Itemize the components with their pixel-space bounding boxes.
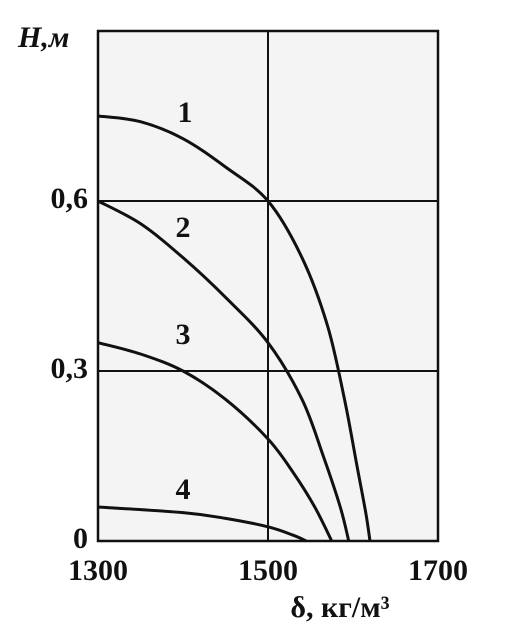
x-tick-label: 1500	[238, 554, 298, 587]
curve-label: 3	[176, 318, 191, 351]
curve	[97, 199, 351, 542]
curve-label: 4	[176, 473, 191, 506]
x-tick-label: 1700	[408, 554, 468, 587]
curve-label: 2	[176, 211, 191, 244]
x-axis-label: δ, кг/м³	[290, 591, 389, 624]
y-tick-label: 0,6	[51, 182, 89, 215]
curve	[97, 114, 372, 542]
curve	[97, 341, 334, 542]
y-tick-label: 0	[73, 522, 88, 555]
y-axis-label: H,м	[17, 21, 69, 54]
y-tick-label: 0,3	[51, 352, 89, 385]
x-tick-label: 1300	[68, 554, 128, 587]
curve-label: 1	[178, 96, 193, 129]
curve	[97, 505, 307, 543]
